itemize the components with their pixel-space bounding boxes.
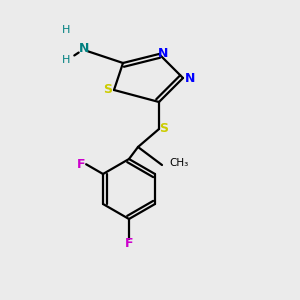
Text: N: N — [158, 46, 168, 60]
Text: S: S — [103, 82, 112, 96]
Text: F: F — [76, 158, 85, 171]
Text: F: F — [125, 237, 133, 250]
Text: N: N — [184, 71, 195, 85]
Text: H: H — [62, 25, 70, 35]
Text: S: S — [160, 122, 169, 135]
Text: H: H — [62, 55, 70, 65]
Text: CH₃: CH₃ — [169, 158, 189, 168]
Text: N: N — [79, 41, 89, 55]
